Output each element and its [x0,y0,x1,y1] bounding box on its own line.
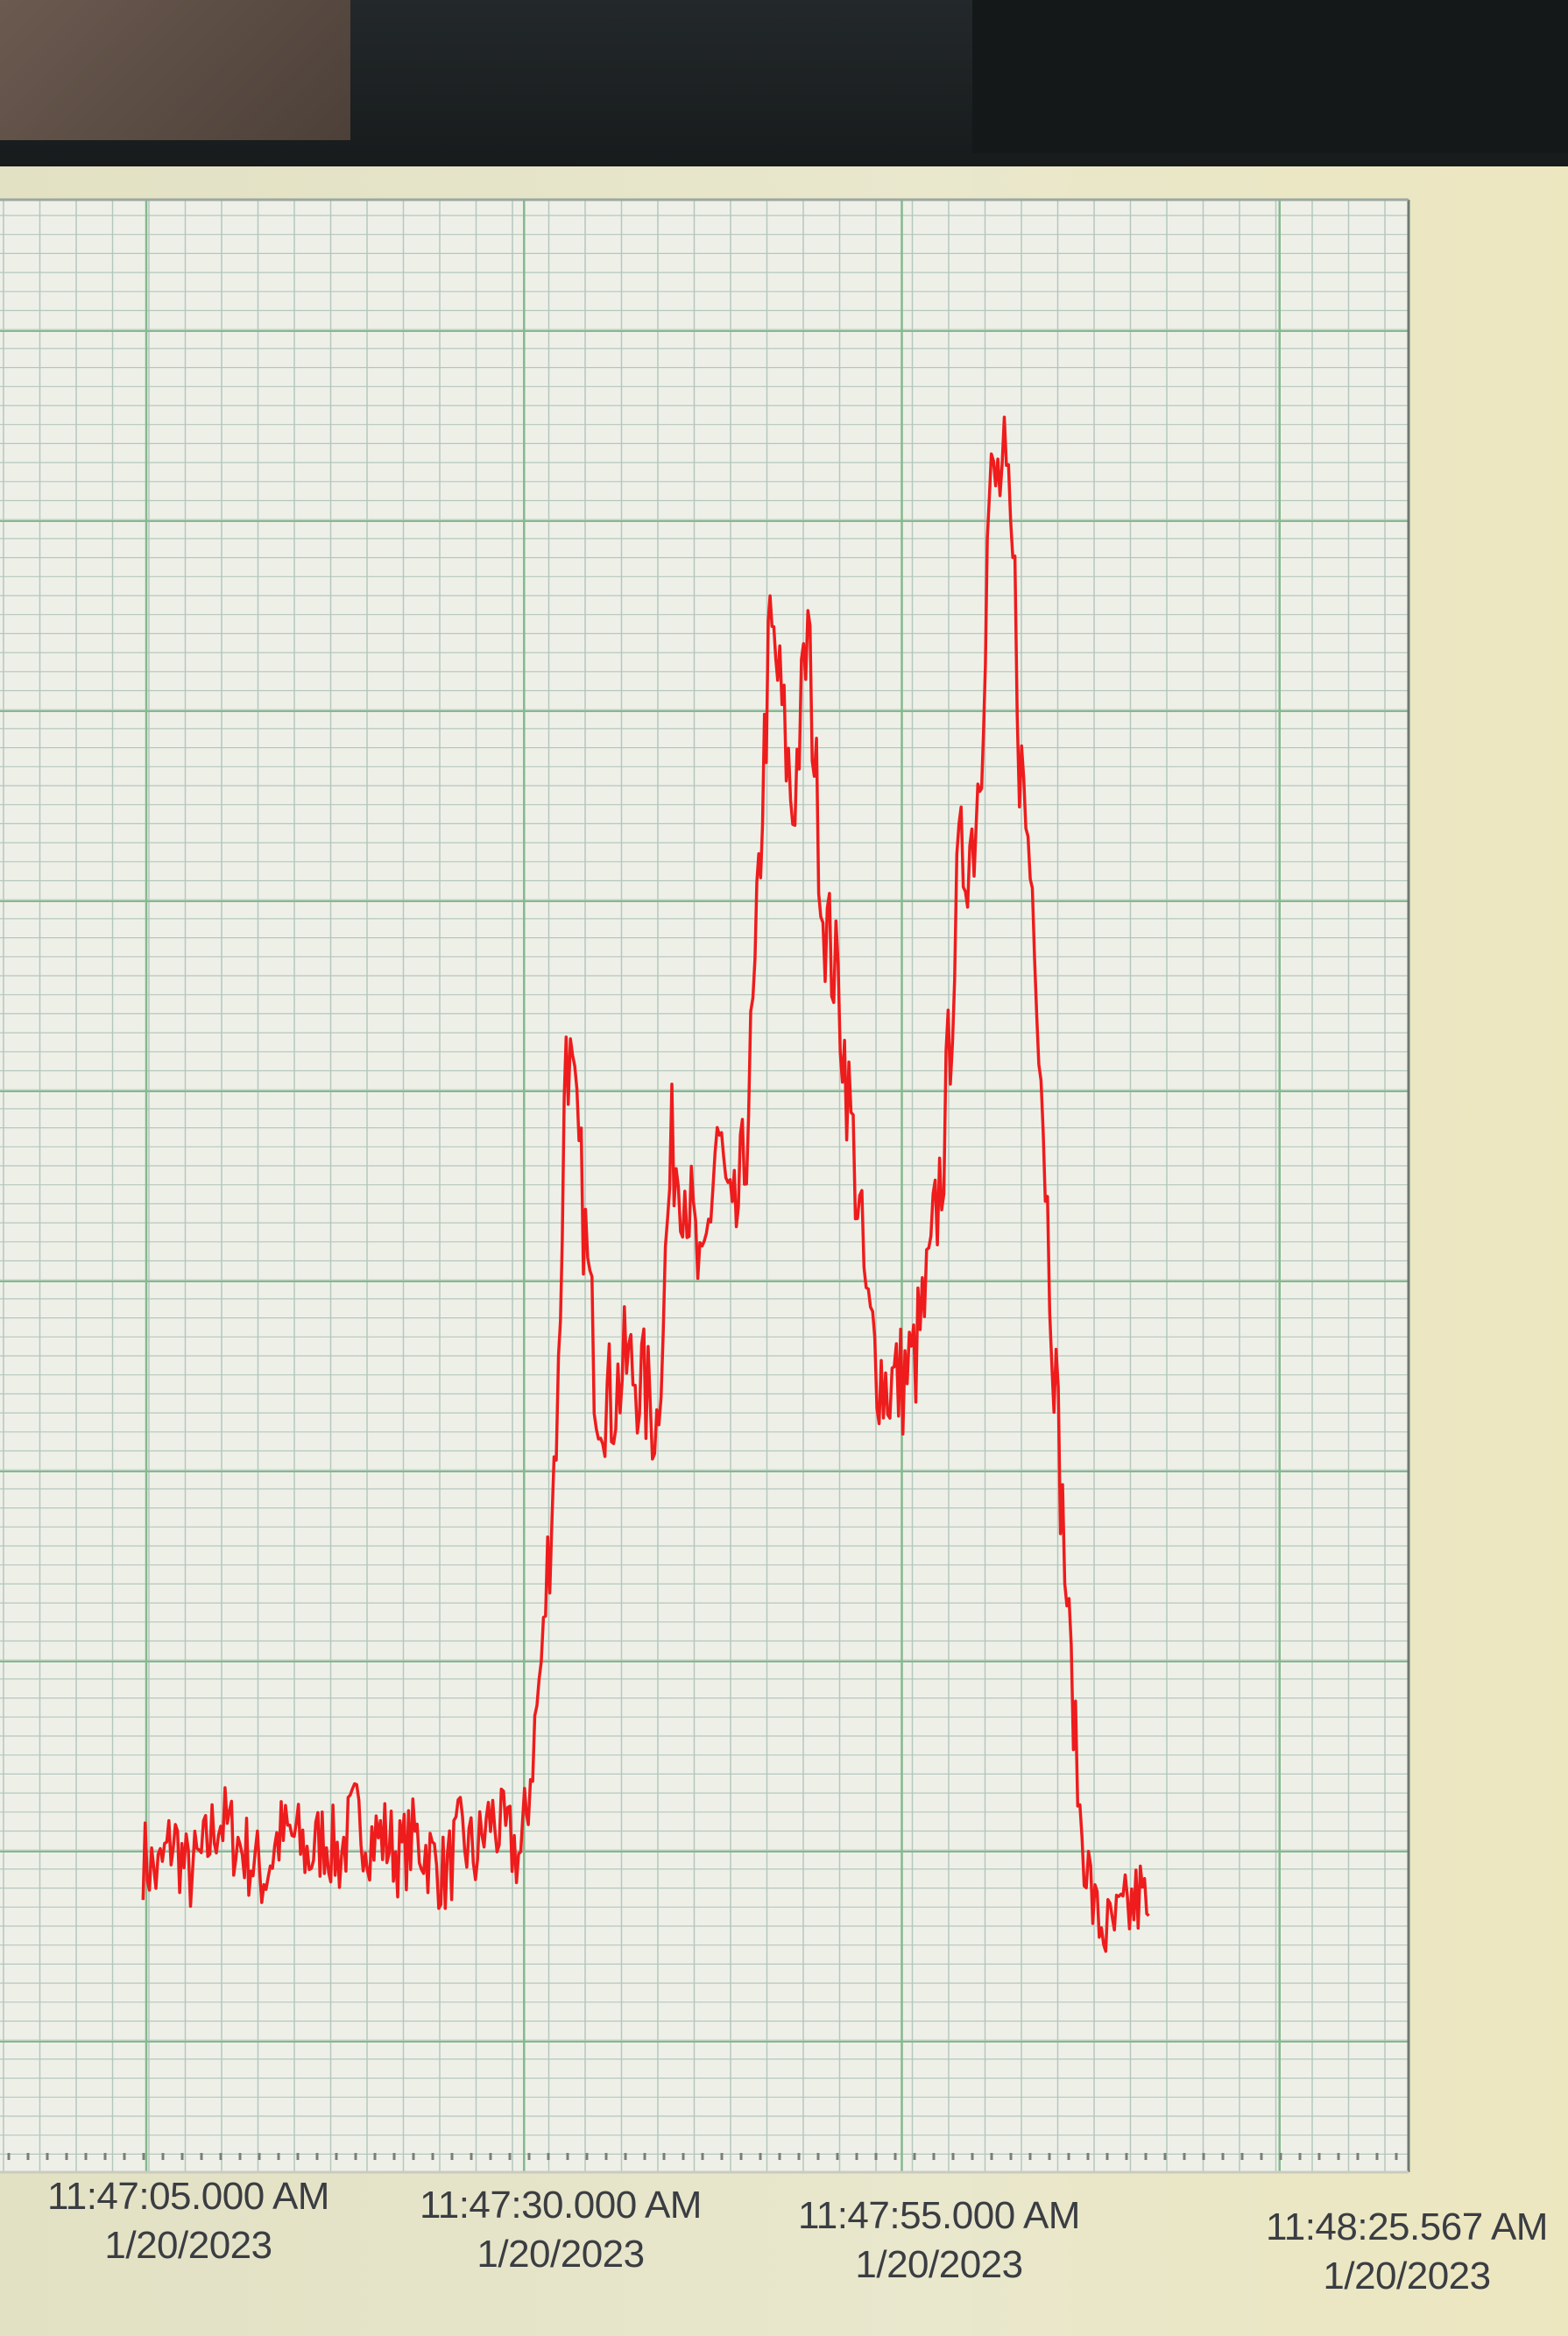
background-window-right [972,0,1568,153]
x-tick-date: 1/20/2023 [1323,2255,1491,2297]
x-tick-date: 1/20/2023 [104,2224,272,2267]
series-line [141,415,1150,1953]
major-gridlines [0,200,1409,2172]
x-tick-date: 1/20/2023 [477,2233,645,2276]
x-tick-time: 11:48:25.567 AM [1266,2205,1548,2248]
x-tick-time: 11:47:30.000 AM [420,2184,702,2227]
x-axis-ticks [7,2153,1398,2160]
minor-gridlines [0,200,1409,2172]
plot-area [0,200,1409,2172]
x-tick-date: 1/20/2023 [855,2243,1023,2286]
background-window-left [0,0,350,140]
x-tick-time: 11:47:55.000 AM [798,2194,1080,2237]
x-tick-label: 11:47:55.000 AM 1/20/2023 [773,2191,1105,2290]
x-tick-label: 11:47:30.000 AM 1/20/2023 [394,2181,727,2279]
x-tick-label: 11:48:25.567 AM 1/20/2023 [1240,2203,1568,2301]
x-tick-time: 11:47:05.000 AM [47,2175,329,2218]
x-tick-label: 11:47:05.000 AM 1/20/2023 [22,2172,355,2270]
